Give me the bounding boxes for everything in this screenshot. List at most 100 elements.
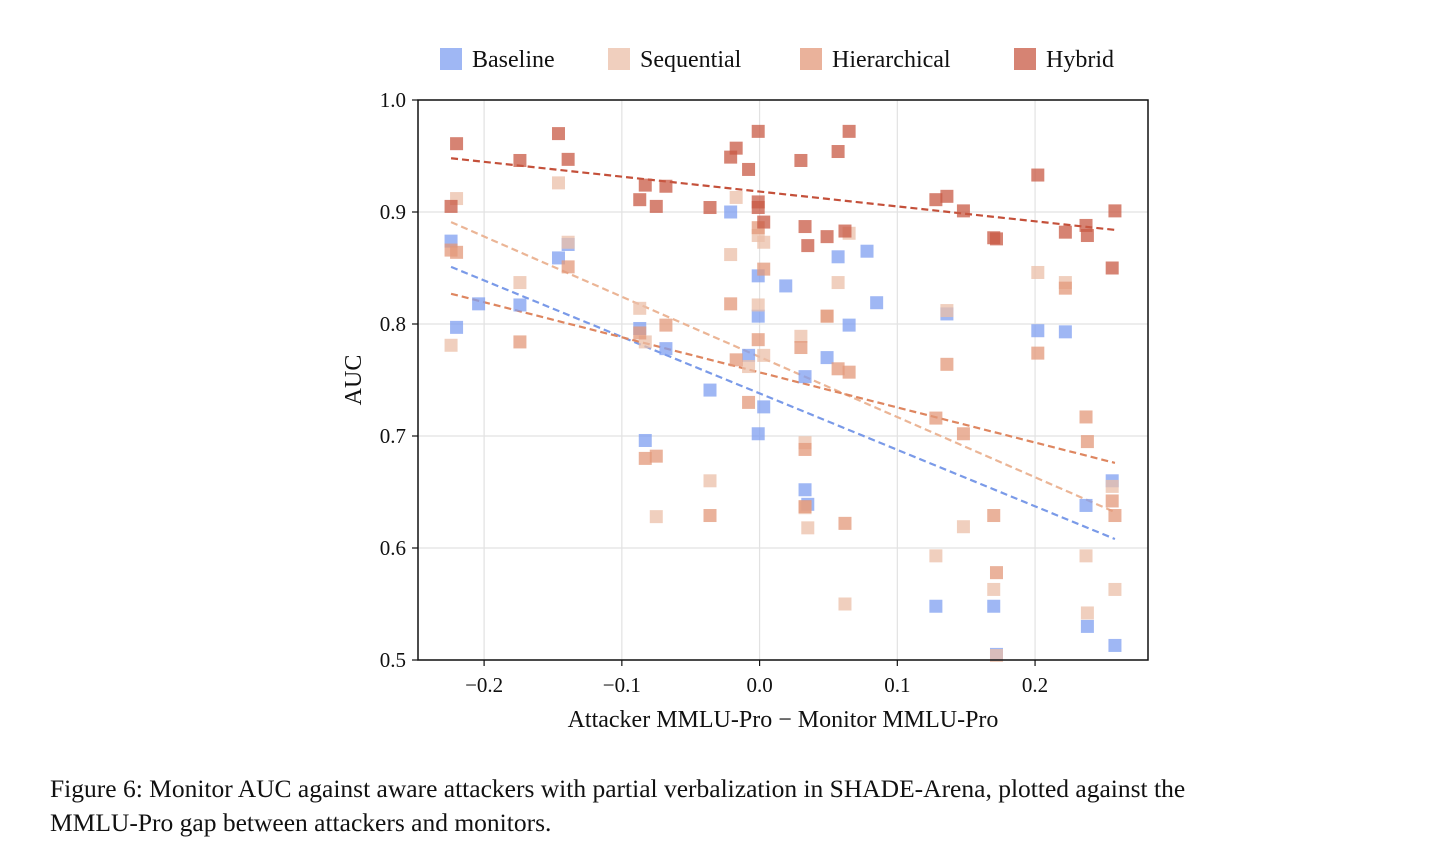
sequential-point <box>956 520 970 534</box>
hierarchical-point <box>1058 281 1072 295</box>
y-tick-label: 0.6 <box>380 536 406 560</box>
legend-swatch-baseline <box>440 48 462 70</box>
sequential-point <box>513 276 527 290</box>
baseline-point <box>757 400 771 414</box>
sequential-point <box>551 176 565 190</box>
y-axis-label: AUC <box>341 355 367 406</box>
y-tick-label: 0.8 <box>380 312 406 336</box>
hybrid-point <box>638 178 652 192</box>
x-tick-label: −0.1 <box>603 673 641 697</box>
sequential-point <box>1031 265 1045 279</box>
hierarchical-point <box>842 365 856 379</box>
grid <box>418 99 1148 661</box>
hybrid-point <box>659 179 673 193</box>
baseline-point <box>1058 325 1072 339</box>
sequential-point <box>729 190 743 204</box>
baseline-point <box>742 348 756 362</box>
sequential-point <box>561 235 575 249</box>
baseline-point <box>860 244 874 258</box>
hierarchical-point <box>561 260 575 274</box>
hybrid-point <box>989 232 1003 246</box>
caption-line-2: MMLU-Pro gap between attackers and monit… <box>50 808 552 837</box>
hierarchical-point <box>1079 410 1093 424</box>
baseline-point <box>1031 324 1045 338</box>
hybrid-point <box>561 152 575 166</box>
y-axis-ticks: 0.5 0.6 0.7 0.8 0.9 1.0 <box>380 88 418 672</box>
x-tick-label: 0.0 <box>746 673 772 697</box>
baseline-point <box>638 433 652 447</box>
hierarchical-point <box>638 451 652 465</box>
baseline-point <box>751 309 765 323</box>
baseline-point <box>513 298 527 312</box>
baseline-trend-line <box>450 265 1116 541</box>
hybrid-point <box>450 137 464 151</box>
hybrid-trend-line <box>450 157 1116 232</box>
sequential-point <box>649 510 663 524</box>
hierarchical-point <box>724 297 738 311</box>
sequential-point <box>724 248 738 262</box>
sequential-point <box>1105 479 1119 493</box>
x-tick-label: 0.2 <box>1022 673 1048 697</box>
hybrid-point <box>551 127 565 141</box>
baseline-point <box>659 342 673 356</box>
hybrid-point <box>820 230 834 244</box>
hierarchical-point <box>956 427 970 441</box>
plot-frame <box>417 99 1149 661</box>
sequential-point <box>1079 549 1093 563</box>
hybrid-point <box>1108 204 1122 218</box>
baseline-point <box>929 599 943 613</box>
trend-lines <box>450 157 1116 541</box>
legend-swatch-sequential <box>608 48 630 70</box>
legend-swatch-hierarchical <box>800 48 822 70</box>
sequential-trend-line <box>450 221 1116 514</box>
sequential-point <box>1080 606 1094 620</box>
hierarchical-point <box>649 449 663 463</box>
sequential-point <box>940 304 954 318</box>
sequential-point <box>633 301 647 315</box>
hybrid-point <box>633 193 647 207</box>
legend-label-baseline: Baseline <box>472 47 555 73</box>
hierarchical-point <box>659 318 673 332</box>
legend: Baseline Sequential Hierarchical Hybrid <box>440 47 1114 73</box>
hybrid-point <box>729 141 743 155</box>
baseline-point <box>1079 498 1093 512</box>
sequential-point <box>444 338 458 352</box>
hierarchical-point <box>633 326 647 340</box>
hierarchical-trend-line <box>450 292 1116 464</box>
baseline-point <box>987 599 1001 613</box>
sequential-point <box>757 348 771 362</box>
hierarchical-point <box>831 362 845 376</box>
hybrid-point <box>513 153 527 167</box>
x-axis-label: Attacker MMLU-Pro − Monitor MMLU-Pro <box>568 707 999 733</box>
hybrid-point <box>649 199 663 213</box>
hierarchical-point <box>989 566 1003 580</box>
baseline-point <box>472 297 486 311</box>
hierarchical-point <box>513 335 527 349</box>
hierarchical-point <box>742 395 756 409</box>
sequential-point <box>831 276 845 290</box>
hybrid-point <box>940 189 954 203</box>
hybrid-point <box>742 162 756 176</box>
hybrid-point <box>1079 218 1093 232</box>
baseline-point <box>751 427 765 441</box>
hybrid-point <box>794 153 808 167</box>
hierarchical-point <box>751 333 765 347</box>
hybrid-point <box>751 201 765 215</box>
hierarchical-point <box>450 245 464 259</box>
hierarchical-point <box>729 353 743 367</box>
baseline-point <box>870 296 884 310</box>
hierarchical-point <box>838 516 852 530</box>
hierarchical-point <box>1080 435 1094 449</box>
hybrid-point <box>444 199 458 213</box>
baseline-point <box>798 483 812 497</box>
hybrid-point <box>929 193 943 207</box>
legend-label-hierarchical: Hierarchical <box>832 47 951 73</box>
baseline-point <box>1108 638 1122 652</box>
baseline-point <box>703 383 717 397</box>
sequential-point <box>801 521 815 535</box>
legend-swatch-hybrid <box>1014 48 1036 70</box>
hierarchical-point <box>1031 346 1045 360</box>
baseline-point <box>779 279 793 293</box>
baseline-point <box>724 205 738 219</box>
